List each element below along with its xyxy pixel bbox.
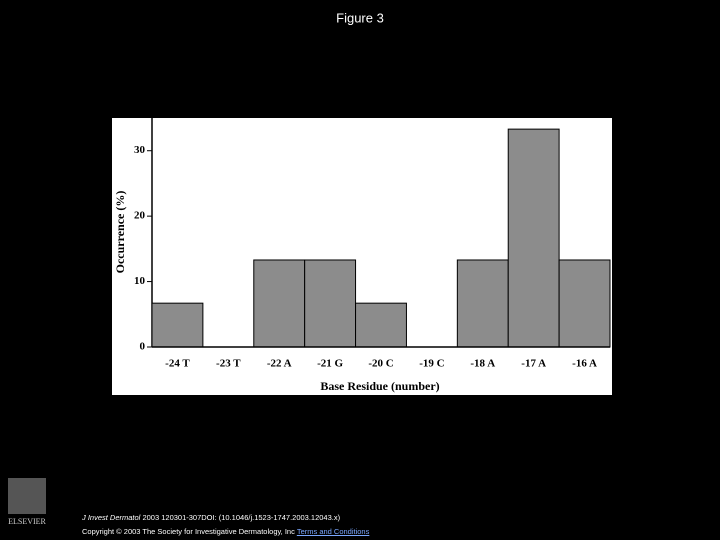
y-tick-label: 20 — [134, 210, 146, 222]
x-tick-label: -19 C — [419, 358, 444, 370]
x-tick-label: -24 T — [165, 358, 190, 370]
logo: ELSEVIER — [8, 478, 47, 526]
y-tick-label: 0 — [140, 341, 146, 353]
x-tick-label: -17 A — [521, 358, 546, 370]
x-tick-label: -22 A — [267, 358, 292, 370]
bar — [253, 259, 306, 348]
bar — [507, 128, 560, 348]
y-axis-label: Occurrence (%) — [113, 191, 127, 274]
x-tick-label: -18 A — [470, 358, 495, 370]
x-tick-label: -23 T — [216, 358, 241, 370]
terms-link[interactable]: Terms and Conditions — [296, 527, 370, 536]
x-tick-label: -20 C — [368, 358, 393, 370]
bar — [355, 302, 407, 348]
slide-title: Figure 3 — [336, 10, 384, 25]
x-axis-label: Base Residue (number) — [320, 379, 439, 393]
copyright: Copyright © 2003 The Society for Investi… — [82, 527, 295, 536]
bar — [456, 259, 509, 348]
logo-text: ELSEVIER — [8, 517, 46, 526]
bar — [304, 259, 357, 348]
bar — [558, 259, 611, 348]
y-tick-label: 10 — [134, 275, 146, 287]
citation-line: J Invest Dermatol 2003 120301-307DOI: (1… — [82, 513, 340, 522]
y-tick-label: 30 — [134, 144, 146, 156]
x-tick-label: -21 G — [317, 358, 343, 370]
journal: J Invest Dermatol — [82, 513, 141, 522]
copyright-line: Copyright © 2003 The Society for Investi… — [82, 527, 369, 536]
bar — [151, 302, 204, 348]
citation: 2003 120301-307DOI: (10.1046/j.1523-1747… — [142, 513, 341, 522]
x-tick-label: -16 A — [572, 358, 597, 370]
